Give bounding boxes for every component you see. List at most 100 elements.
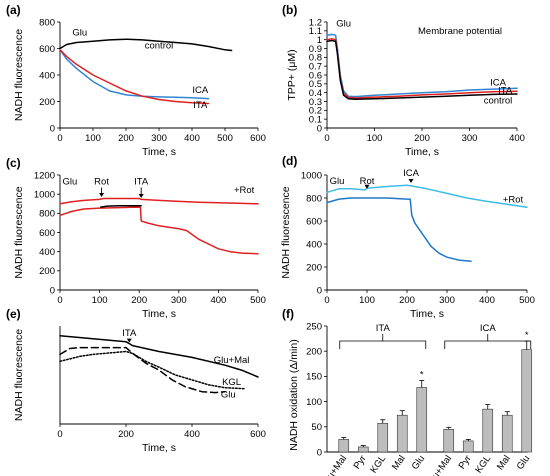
- y-tick-label: 600: [306, 216, 322, 227]
- annotation: Rot: [94, 177, 109, 188]
- y-axis-label: NADH fluorescence: [13, 186, 25, 278]
- arrow-head: [408, 179, 414, 184]
- arrow-head: [99, 193, 105, 198]
- series-label: control: [484, 95, 513, 106]
- y-tick-label: 400: [39, 247, 55, 258]
- y-axis-label: NADH oxidation (Δ/min): [288, 339, 300, 450]
- y-axis-label: NADH fluorescence: [13, 329, 25, 421]
- bar: [377, 422, 389, 453]
- y-tick-label: 200: [39, 97, 55, 108]
- x-tick-label: 200: [399, 295, 415, 306]
- series-label: Glu: [221, 390, 236, 401]
- y-tick-label: 200: [306, 262, 322, 273]
- y-tick-label: 0: [50, 123, 55, 134]
- bar: [357, 446, 369, 453]
- significance-marker: *: [420, 369, 424, 380]
- arrow-head: [126, 338, 132, 343]
- y-tick-label: 0: [317, 447, 322, 458]
- category-label: Mal: [495, 453, 513, 472]
- x-tick-label: 400: [479, 295, 495, 306]
- series-line: [59, 346, 226, 394]
- group-bracket: [339, 334, 427, 349]
- series-line: [59, 49, 210, 100]
- y-tick-label: 0: [50, 285, 55, 296]
- y-tick-label: 600: [39, 228, 55, 239]
- y-tick-label: 0.1: [309, 114, 322, 125]
- annotation: +Rot: [234, 185, 255, 196]
- y-tick-label: 0.8: [309, 53, 322, 64]
- bar: [521, 349, 533, 453]
- category-label: Pyr: [352, 453, 369, 471]
- y-tick-label: 0: [317, 123, 322, 134]
- x-tick-label: 500: [217, 133, 233, 144]
- x-tick-label: 600: [250, 133, 266, 144]
- x-tick-label: 200: [118, 429, 134, 440]
- series-line: [59, 350, 246, 390]
- x-tick-label: 100: [85, 133, 101, 144]
- significance-marker: *: [525, 330, 529, 341]
- y-tick-label: 0.2: [309, 106, 322, 117]
- x-tick-label: 500: [519, 295, 535, 306]
- x-tick-label: 0: [57, 295, 62, 306]
- y-tick-label: 800: [39, 17, 55, 28]
- y-tick-label: 0.7: [309, 61, 322, 72]
- x-tick-label: 500: [250, 295, 266, 306]
- y-tick-label: 800: [39, 209, 55, 220]
- category-label: Glu+Mal: [320, 453, 349, 476]
- y-tick-label: 1: [317, 35, 322, 46]
- bar: [482, 408, 494, 453]
- annotation: Rot: [360, 176, 375, 187]
- panel-label: (e): [6, 307, 21, 321]
- category-label: Pyr: [457, 453, 474, 471]
- series-label: Glu+Mal: [214, 355, 250, 366]
- panel-e: (e) 0 200 400 600 Time, s NADH fluorescence Glu…: [6, 307, 266, 454]
- y-tick-label: 600: [39, 44, 55, 55]
- x-tick-label: 200: [118, 133, 134, 144]
- x-axis-label: Time, s: [142, 146, 176, 158]
- x-tick-label: 400: [509, 133, 525, 144]
- annotation: ICA: [403, 168, 420, 179]
- y-tick-label: 400: [306, 239, 322, 250]
- series-line: [326, 33, 518, 98]
- annotation: Glu: [72, 27, 87, 38]
- y-tick-label: 0.9: [309, 44, 322, 55]
- series-line: [326, 184, 528, 208]
- panel-d: (d) 0 100 200 300 400 500 0 200 400 600 800 1000 Time…: [280, 154, 535, 320]
- bar: [443, 429, 455, 453]
- y-tick-label: 0.3: [309, 97, 322, 108]
- panel-label: (c): [6, 156, 21, 170]
- series-label: KGL: [222, 377, 241, 388]
- x-tick-label: 0: [57, 429, 62, 440]
- category-label: Glu+Mal: [425, 453, 454, 476]
- annotation: +Rot: [503, 195, 524, 206]
- series-label: control: [145, 41, 174, 52]
- series-line: [59, 335, 259, 378]
- series-line: [59, 49, 210, 105]
- series-line: [100, 204, 142, 208]
- annotation: ITA: [134, 177, 149, 188]
- y-tick-label: 400: [39, 70, 55, 81]
- y-tick-label: 200: [306, 347, 322, 358]
- panel-a: (a) 0 100 200 300 400 500 600 0 200 400 600 800 Time,…: [6, 3, 266, 158]
- category-label: Glu: [515, 453, 532, 471]
- annotation: Glu: [63, 177, 78, 188]
- bar: [338, 439, 350, 453]
- y-tick-label: 0.4: [309, 88, 322, 99]
- group-label: ICA: [480, 323, 497, 334]
- series-line: [59, 197, 259, 205]
- x-tick-label: 100: [359, 295, 375, 306]
- x-axis-label: Time, s: [142, 308, 176, 320]
- arrow-head: [364, 184, 370, 189]
- y-tick-label: 0.6: [309, 70, 322, 81]
- x-axis-label: Time, s: [410, 308, 444, 320]
- x-tick-label: 400: [210, 295, 226, 306]
- category-label: KGL: [473, 453, 493, 475]
- annotation: Glu: [336, 18, 351, 29]
- series-label: ITA: [498, 86, 513, 97]
- category-label: Mal: [390, 453, 408, 472]
- y-axis-label: NADH fluorescence: [13, 29, 25, 121]
- chart-title: Membrane potential: [418, 26, 502, 37]
- x-tick-label: 100: [367, 133, 383, 144]
- group-bracket: [444, 334, 532, 349]
